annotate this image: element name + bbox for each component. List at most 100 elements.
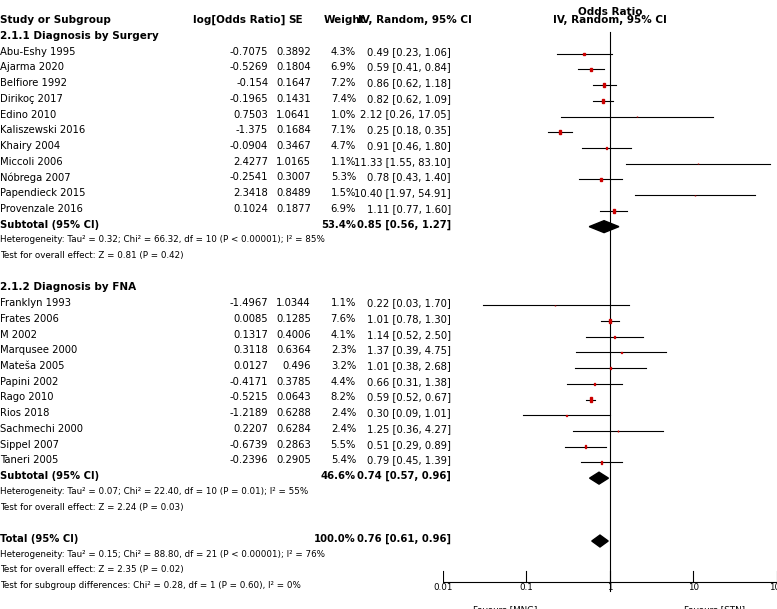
Text: -1.2189: -1.2189 <box>229 408 268 418</box>
Text: 1: 1 <box>607 583 613 593</box>
Text: 0.82 [0.62, 1.09]: 0.82 [0.62, 1.09] <box>367 94 451 104</box>
Text: 0.6364: 0.6364 <box>276 345 311 355</box>
Text: 0.30 [0.09, 1.01]: 0.30 [0.09, 1.01] <box>367 408 451 418</box>
Bar <box>590 68 592 71</box>
Text: 0.86 [0.62, 1.18]: 0.86 [0.62, 1.18] <box>367 78 451 88</box>
Text: 2.3%: 2.3% <box>331 345 356 355</box>
Text: Test for overall effect: Z = 2.35 (P = 0.02): Test for overall effect: Z = 2.35 (P = 0… <box>0 565 183 574</box>
Text: Favours [STN]: Favours [STN] <box>685 605 745 609</box>
Text: 0.1804: 0.1804 <box>277 62 311 72</box>
Text: 0.0643: 0.0643 <box>277 392 311 403</box>
Text: 1.5%: 1.5% <box>331 188 356 198</box>
Text: IV, Random, 95% CI: IV, Random, 95% CI <box>553 15 667 25</box>
Text: 2.4%: 2.4% <box>331 408 356 418</box>
Bar <box>604 83 605 87</box>
Text: Papendieck 2015: Papendieck 2015 <box>0 188 85 198</box>
Text: 0.3007: 0.3007 <box>277 172 311 183</box>
Text: 0.25 [0.18, 0.35]: 0.25 [0.18, 0.35] <box>367 125 451 135</box>
Text: 1.0344: 1.0344 <box>277 298 311 308</box>
Text: Favours [MNG]: Favours [MNG] <box>472 605 537 609</box>
Text: Taneri 2005: Taneri 2005 <box>0 456 58 465</box>
Text: 0.91 [0.46, 1.80]: 0.91 [0.46, 1.80] <box>367 141 451 151</box>
Text: Miccoli 2006: Miccoli 2006 <box>0 157 63 167</box>
Text: -0.4171: -0.4171 <box>230 377 268 387</box>
Polygon shape <box>592 535 608 547</box>
Text: 1.0165: 1.0165 <box>276 157 311 167</box>
Text: Sachmechi 2000: Sachmechi 2000 <box>0 424 83 434</box>
Text: 1.0641: 1.0641 <box>276 110 311 119</box>
Text: 0.59 [0.52, 0.67]: 0.59 [0.52, 0.67] <box>367 392 451 403</box>
Text: 0.1647: 0.1647 <box>276 78 311 88</box>
Text: -0.154: -0.154 <box>236 78 268 88</box>
Bar <box>613 209 615 213</box>
Bar <box>606 147 607 149</box>
Bar <box>600 178 601 181</box>
Bar <box>601 99 604 103</box>
Bar <box>590 398 592 402</box>
Text: Odds Ratio: Odds Ratio <box>577 7 643 16</box>
Text: 1.1%: 1.1% <box>331 298 356 308</box>
Text: 0.496: 0.496 <box>283 361 311 371</box>
Text: 0.2905: 0.2905 <box>276 456 311 465</box>
Text: Test for subgroup differences: Chi² = 0.28, df = 1 (P = 0.60), I² = 0%: Test for subgroup differences: Chi² = 0.… <box>0 581 301 590</box>
Text: IV, Random, 95% CI: IV, Random, 95% CI <box>357 15 472 25</box>
Text: 0.76 [0.61, 0.96]: 0.76 [0.61, 0.96] <box>357 534 451 544</box>
Text: 0.49 [0.23, 1.06]: 0.49 [0.23, 1.06] <box>367 47 451 57</box>
Text: 0.51 [0.29, 0.89]: 0.51 [0.29, 0.89] <box>367 440 451 449</box>
Text: 0.6284: 0.6284 <box>276 424 311 434</box>
Text: 0.59 [0.41, 0.84]: 0.59 [0.41, 0.84] <box>367 62 451 72</box>
Text: Heterogeneity: Tau² = 0.07; Chi² = 22.40, df = 10 (P = 0.01); I² = 55%: Heterogeneity: Tau² = 0.07; Chi² = 22.40… <box>0 487 308 496</box>
Text: -1.375: -1.375 <box>236 125 268 135</box>
Text: 0.2207: 0.2207 <box>233 424 268 434</box>
Text: 100: 100 <box>768 583 777 593</box>
Text: 2.1.2 Diagnosis by FNA: 2.1.2 Diagnosis by FNA <box>0 283 136 292</box>
Text: 0.8489: 0.8489 <box>277 188 311 198</box>
Text: 0.2863: 0.2863 <box>276 440 311 449</box>
Text: Marqusee 2000: Marqusee 2000 <box>0 345 77 355</box>
Text: 6.9%: 6.9% <box>331 62 356 72</box>
Text: Mateša 2005: Mateša 2005 <box>0 361 64 371</box>
Text: SE: SE <box>287 15 302 25</box>
Text: 10.40 [1.97, 54.91]: 10.40 [1.97, 54.91] <box>354 188 451 198</box>
Text: Abu-Eshy 1995: Abu-Eshy 1995 <box>0 47 75 57</box>
Text: Sippel 2007: Sippel 2007 <box>0 440 59 449</box>
Text: 5.4%: 5.4% <box>331 456 356 465</box>
Text: Belfiore 1992: Belfiore 1992 <box>0 78 67 88</box>
Text: Ajarma 2020: Ajarma 2020 <box>0 62 64 72</box>
Text: -1.4967: -1.4967 <box>229 298 268 308</box>
Bar <box>610 367 611 369</box>
Text: Kaliszewski 2016: Kaliszewski 2016 <box>0 125 85 135</box>
Text: 0.1431: 0.1431 <box>276 94 311 104</box>
Text: -0.6739: -0.6739 <box>230 440 268 449</box>
Text: M 2002: M 2002 <box>0 329 37 340</box>
Text: 0.3467: 0.3467 <box>276 141 311 151</box>
Text: Study or Subgroup: Study or Subgroup <box>0 15 111 25</box>
Text: 1.37 [0.39, 4.75]: 1.37 [0.39, 4.75] <box>367 345 451 355</box>
Text: 2.4277: 2.4277 <box>233 157 268 167</box>
Text: -0.5269: -0.5269 <box>229 62 268 72</box>
Text: 0.74 [0.57, 0.96]: 0.74 [0.57, 0.96] <box>357 471 451 481</box>
Text: Total (95% CI): Total (95% CI) <box>0 534 78 544</box>
Text: 1.1%: 1.1% <box>331 157 356 167</box>
Text: 1.14 [0.52, 2.50]: 1.14 [0.52, 2.50] <box>367 329 451 340</box>
Text: Subtotal (95% CI): Subtotal (95% CI) <box>0 220 99 230</box>
Text: 1.01 [0.38, 2.68]: 1.01 [0.38, 2.68] <box>367 361 451 371</box>
Text: 1.01 [0.78, 1.30]: 1.01 [0.78, 1.30] <box>367 314 451 324</box>
Text: Heterogeneity: Tau² = 0.32; Chi² = 66.32, df = 10 (P < 0.00001); I² = 85%: Heterogeneity: Tau² = 0.32; Chi² = 66.32… <box>0 235 325 244</box>
Text: 2.3418: 2.3418 <box>233 188 268 198</box>
Text: 4.1%: 4.1% <box>331 329 356 340</box>
Text: 7.2%: 7.2% <box>331 78 356 88</box>
Text: 100.0%: 100.0% <box>314 534 356 544</box>
Text: 2.1.1 Diagnosis by Surgery: 2.1.1 Diagnosis by Surgery <box>0 31 159 41</box>
Text: Provenzale 2016: Provenzale 2016 <box>0 204 83 214</box>
Text: 3.2%: 3.2% <box>331 361 356 371</box>
Text: Rago 2010: Rago 2010 <box>0 392 54 403</box>
Bar <box>585 445 587 448</box>
Text: 1.25 [0.36, 4.27]: 1.25 [0.36, 4.27] <box>367 424 451 434</box>
Text: 53.4%: 53.4% <box>321 220 356 230</box>
Text: Nóbrega 2007: Nóbrega 2007 <box>0 172 71 183</box>
Text: 7.1%: 7.1% <box>331 125 356 135</box>
Text: 0.1684: 0.1684 <box>276 125 311 135</box>
Text: 4.4%: 4.4% <box>331 377 356 387</box>
Polygon shape <box>589 220 619 233</box>
